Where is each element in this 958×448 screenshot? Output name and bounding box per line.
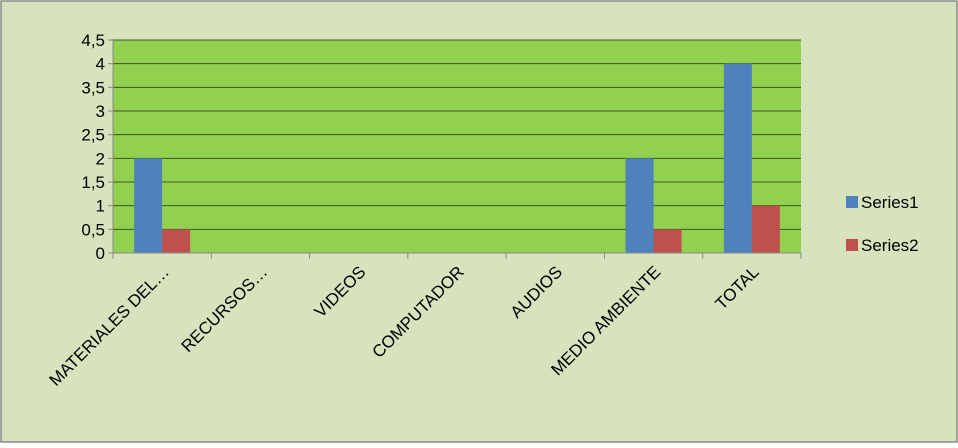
bar-series2-6 xyxy=(751,205,780,253)
y-tick-label: 1 xyxy=(96,197,105,216)
y-tick-label: 4 xyxy=(96,55,105,74)
legend-label: Series2 xyxy=(861,236,919,255)
bars xyxy=(134,63,780,253)
gridlines xyxy=(113,39,801,230)
bar-series2-0 xyxy=(162,229,191,253)
bar-series1-0 xyxy=(134,158,163,253)
y-tick-label: 3,5 xyxy=(81,78,105,97)
y-tick-label: 0 xyxy=(96,244,105,263)
y-tick-label: 1,5 xyxy=(81,173,105,192)
y-tick-label: 2 xyxy=(96,149,105,168)
y-tick-label: 2,5 xyxy=(81,126,105,145)
plot-area xyxy=(113,40,801,253)
bar-series2-5 xyxy=(653,229,682,253)
legend-swatch xyxy=(846,196,858,208)
y-tick-label: 0,5 xyxy=(81,220,105,239)
bar-series1-5 xyxy=(625,158,654,253)
legend-swatch xyxy=(846,239,858,251)
bar-series1-6 xyxy=(723,63,752,253)
y-tick-label: 4,5 xyxy=(81,31,105,50)
legend-label: Series1 xyxy=(861,193,919,212)
y-tick-label: 3 xyxy=(96,102,105,121)
legend: Series1 Series2 xyxy=(846,193,919,255)
